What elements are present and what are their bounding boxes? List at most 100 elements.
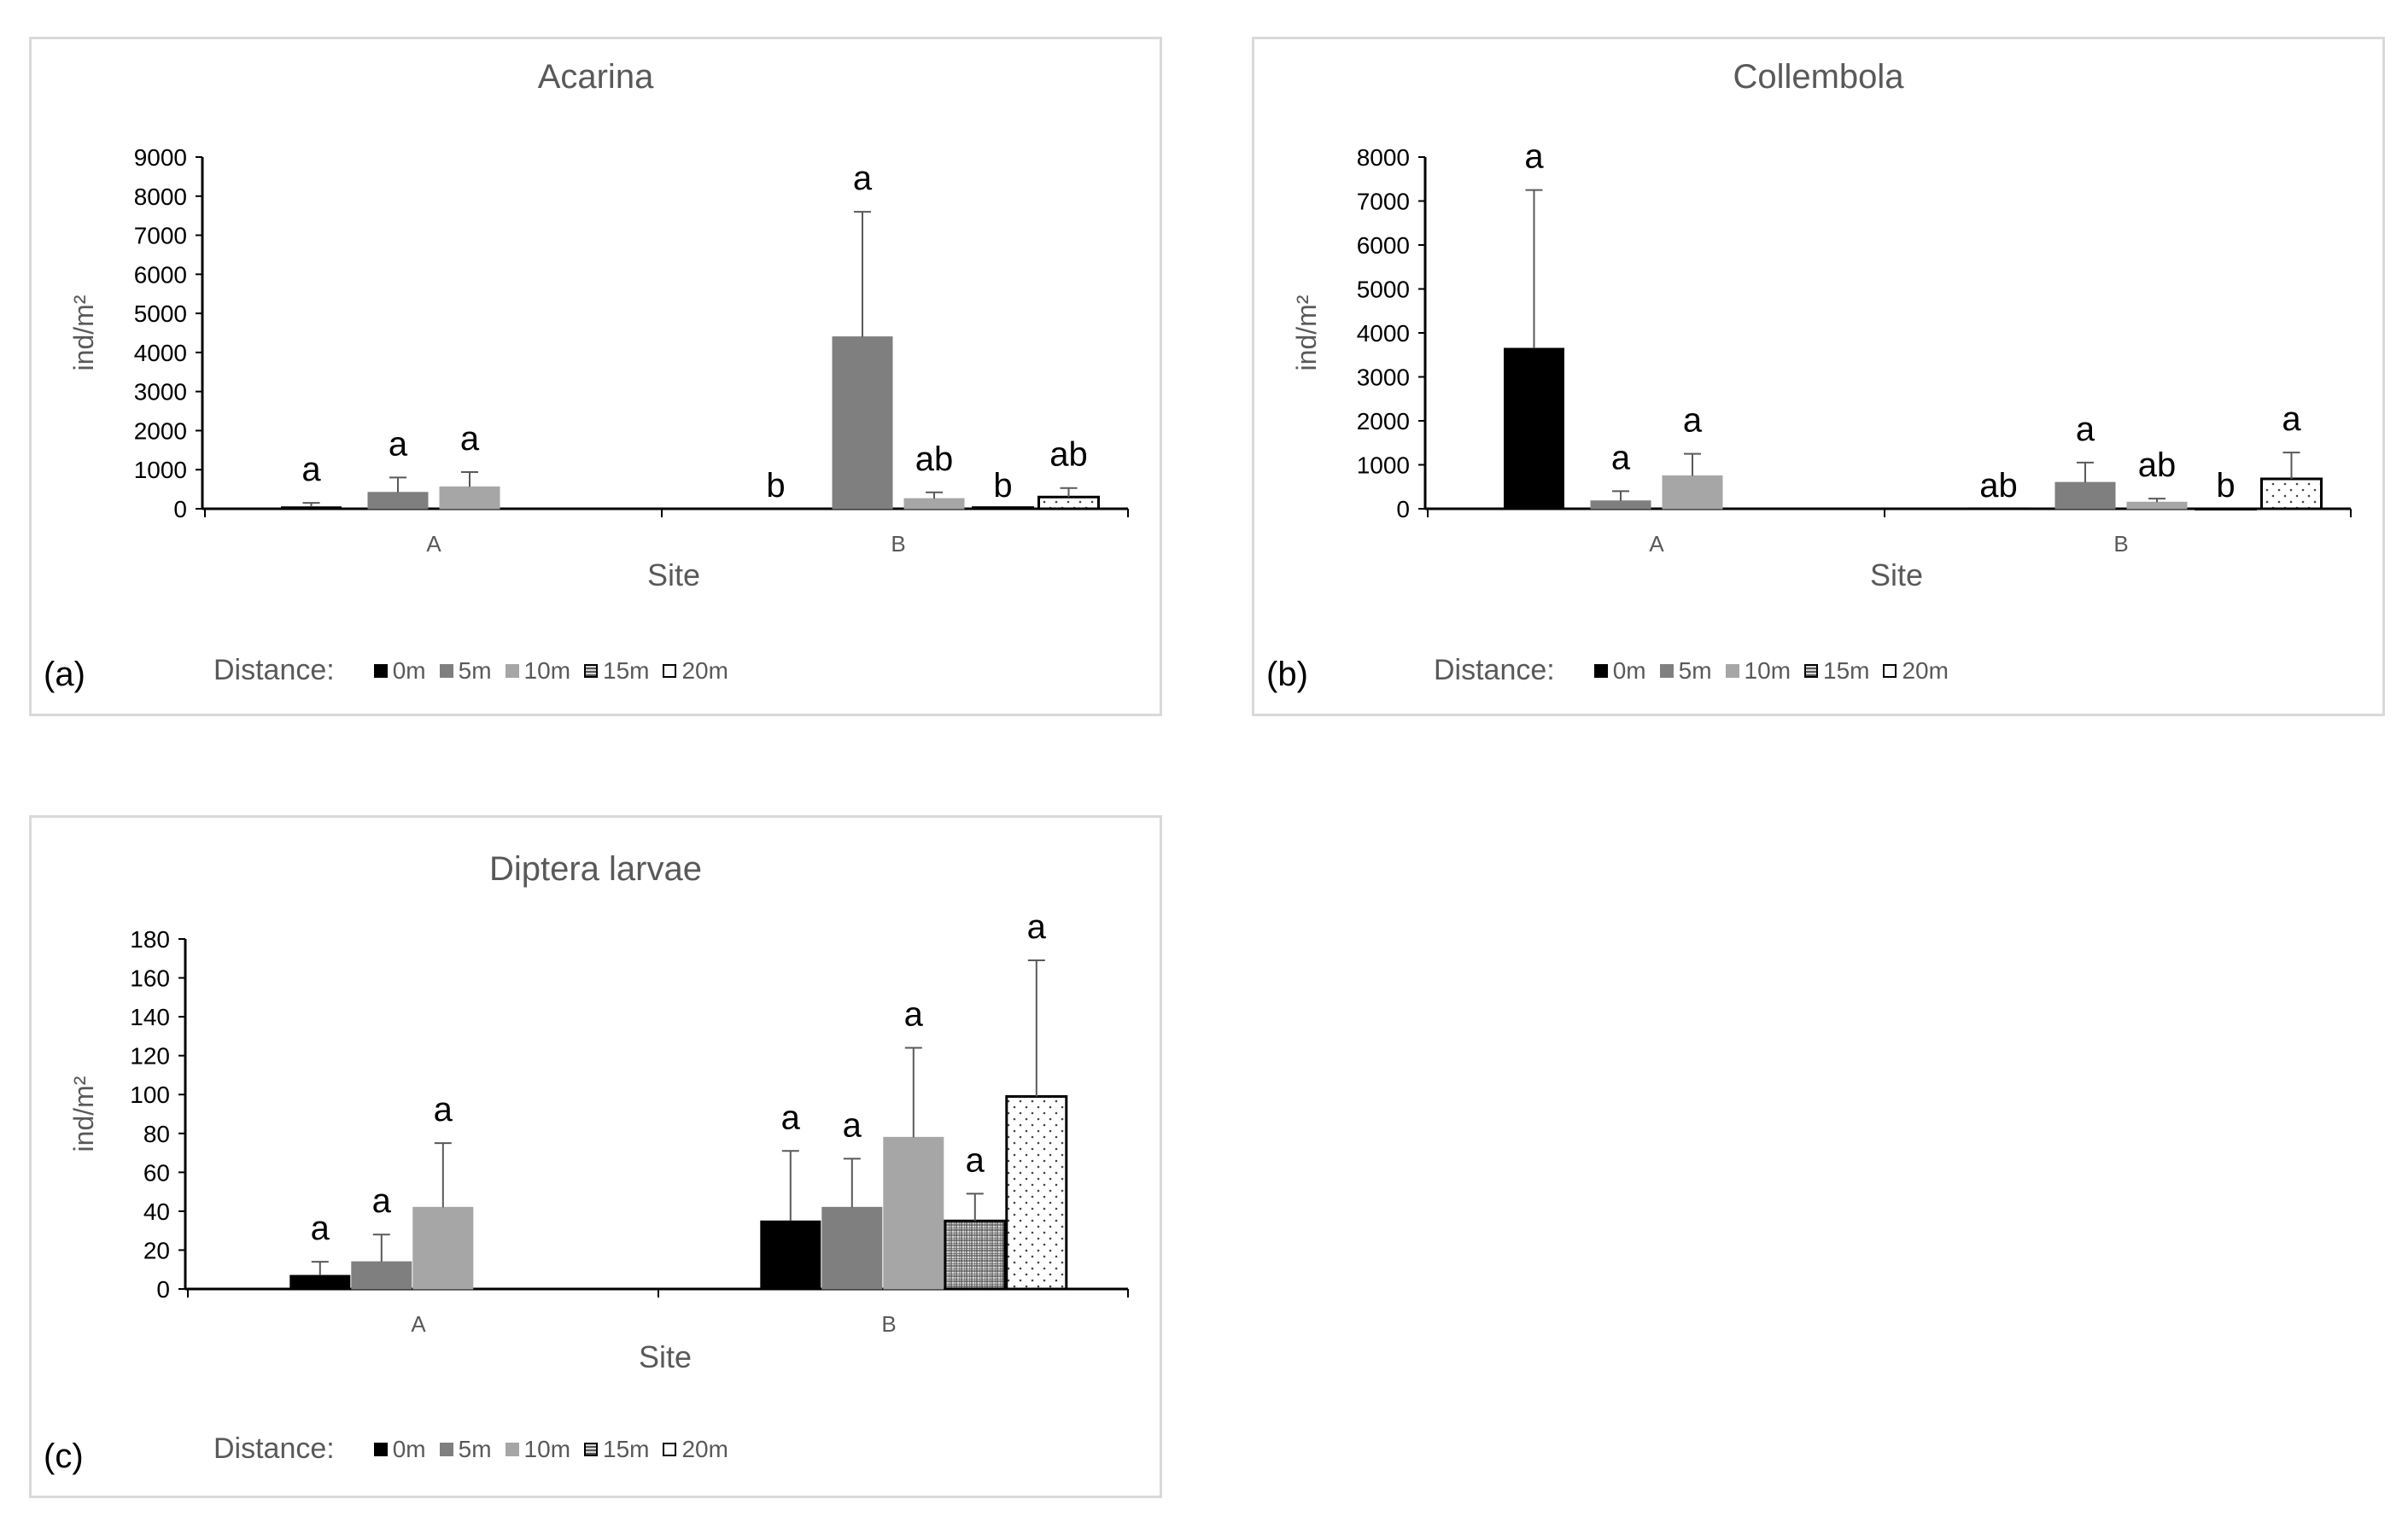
legend-item: 10m	[505, 1435, 571, 1463]
bar-10m	[1662, 475, 1723, 510]
legend-swatch	[1593, 663, 1608, 678]
chart-title: Collembola	[1733, 58, 1904, 96]
bar-20m	[2260, 477, 2323, 510]
legend-item: 5m	[439, 656, 492, 685]
legend-item: 15m	[1804, 657, 1869, 685]
chart-title: Acarina	[537, 58, 654, 96]
chart-panel-acarina: 0 1000 2000 3000 4000 5000 6000 7000 8000 9000 A B S…	[29, 37, 1162, 716]
legend: Distance: 0m 5m 10m 15m 20m	[1434, 654, 1962, 687]
legend-item-label: 20m	[681, 1435, 728, 1462]
x-axis-title: Site	[639, 1339, 692, 1374]
y-tick-label: 160	[130, 965, 170, 992]
y-tick-label: 7000	[134, 223, 187, 249]
y-tick-label: 7000	[1357, 189, 1410, 215]
y-tick-label: 20	[143, 1237, 170, 1263]
y-tick-label: 6000	[1357, 232, 1410, 259]
y-tick-label: 8000	[1357, 144, 1410, 171]
y-tick-label: 1000	[1357, 452, 1410, 479]
significance-letter: a	[2076, 411, 2095, 448]
legend-item: 15m	[584, 657, 649, 685]
legend-title: Distance:	[1434, 654, 1555, 686]
y-tick-label: 5000	[1357, 277, 1410, 303]
bar-5m	[821, 1206, 883, 1290]
y-tick-label: 4000	[134, 340, 187, 366]
legend-swatch	[1883, 663, 1897, 678]
legend-item: 20m	[663, 657, 728, 685]
bar-10m	[412, 1206, 474, 1290]
chart-title: Diptera larvae	[488, 850, 702, 888]
y-tick-label: 0	[1396, 496, 1410, 522]
legend-item: 20m	[1883, 656, 1949, 685]
bar-20m	[1037, 495, 1100, 510]
legend-swatch	[1659, 663, 1674, 678]
significance-letter: b	[2216, 467, 2235, 504]
legend: Distance: 0m 5m 10m 15m 20m	[213, 1432, 742, 1466]
bar-0m	[1968, 507, 2029, 510]
significance-letter: a	[372, 1182, 392, 1220]
significance-letter: a	[904, 996, 924, 1034]
y-tick-label: 0	[156, 1276, 170, 1303]
plot-area: 0 1000 2000 3000 4000 5000 6000 7000 8000 A B Site i…	[1291, 138, 2352, 592]
legend-item-label: 5m	[458, 1435, 492, 1462]
y-axis-title: ind/m²	[68, 1076, 99, 1152]
bar-0m	[745, 508, 806, 510]
y-tick-label: 80	[143, 1121, 170, 1147]
y-tick-label: 8000	[134, 184, 187, 210]
y-tick-label: 120	[130, 1043, 170, 1070]
legend-item-label: 5m	[1678, 656, 1712, 684]
legend-item-label: 15m	[603, 1435, 650, 1462]
legend-item-label: 0m	[1612, 656, 1646, 684]
legend-swatch	[1725, 663, 1739, 678]
legend-item-label: 10m	[1744, 656, 1791, 684]
significance-letter: a	[843, 1106, 862, 1144]
legend-item-label: 10m	[523, 1435, 571, 1462]
legend-item: 20m	[663, 1436, 728, 1463]
x-tick-label: A	[426, 531, 441, 557]
legend-item-label: 20m	[681, 656, 728, 684]
legend-item-label: 15m	[603, 656, 650, 684]
legend-item: 15m	[584, 1436, 649, 1463]
y-tick-label: 9000	[134, 144, 187, 171]
panel-label: (c)	[44, 1438, 84, 1475]
legend-swatch	[439, 663, 453, 678]
x-axis-title: Site	[647, 557, 700, 592]
bar-5m	[367, 492, 429, 510]
legend-swatch	[663, 1442, 677, 1456]
y-tick-label: 5000	[134, 300, 187, 327]
significance-letter: ab	[1979, 467, 2018, 504]
bar-20m	[1005, 1095, 1068, 1291]
bar-10m	[883, 1136, 944, 1290]
x-tick-label: B	[891, 531, 905, 557]
x-tick-label: A	[1649, 531, 1664, 557]
legend-item-label: 10m	[523, 656, 571, 684]
legend-swatch	[439, 1442, 453, 1456]
bar-10m	[903, 498, 965, 510]
legend-item: 0m	[373, 1436, 426, 1463]
significance-letter: a	[311, 1210, 330, 1247]
y-tick-label: 6000	[134, 261, 187, 288]
legend-item: 0m	[373, 656, 426, 685]
significance-letter: b	[766, 467, 785, 504]
panel-label: (a)	[44, 656, 85, 693]
bar-5m	[1590, 500, 1651, 510]
bar-15m	[2195, 507, 2257, 510]
significance-letter: a	[1683, 402, 1703, 440]
legend-item: 5m	[1659, 656, 1712, 685]
significance-letter: a	[1524, 138, 1544, 176]
legend-item-label: 20m	[1902, 656, 1949, 684]
y-tick-label: 1000	[134, 457, 187, 483]
legend-item-label: 5m	[458, 656, 492, 684]
legend-item-label: 0m	[392, 656, 426, 684]
significance-letter: a	[1611, 439, 1631, 476]
legend-item-label: 15m	[1823, 656, 1870, 684]
legend-item: 10m	[1725, 656, 1791, 685]
plot-area: 0 20 40 60 80 100 120 140 160 180 A B Site ind/m² a a a a…	[68, 908, 1129, 1374]
legend: Distance: 0m 5m 10m 15m 20m	[213, 654, 742, 687]
bar-0m	[760, 1220, 821, 1290]
bar-15m	[944, 1219, 1007, 1291]
chart-panel-diptera-larvae: 0 20 40 60 80 100 120 140 160 180 A B Site ind/m² a a a a…	[29, 815, 1162, 1498]
y-tick-label: 3000	[1357, 365, 1410, 391]
plot-area: 0 1000 2000 3000 4000 5000 6000 7000 8000 9000 A B S…	[68, 144, 1129, 592]
y-axis-title: ind/m²	[68, 295, 99, 370]
legend-item: 10m	[505, 656, 571, 685]
